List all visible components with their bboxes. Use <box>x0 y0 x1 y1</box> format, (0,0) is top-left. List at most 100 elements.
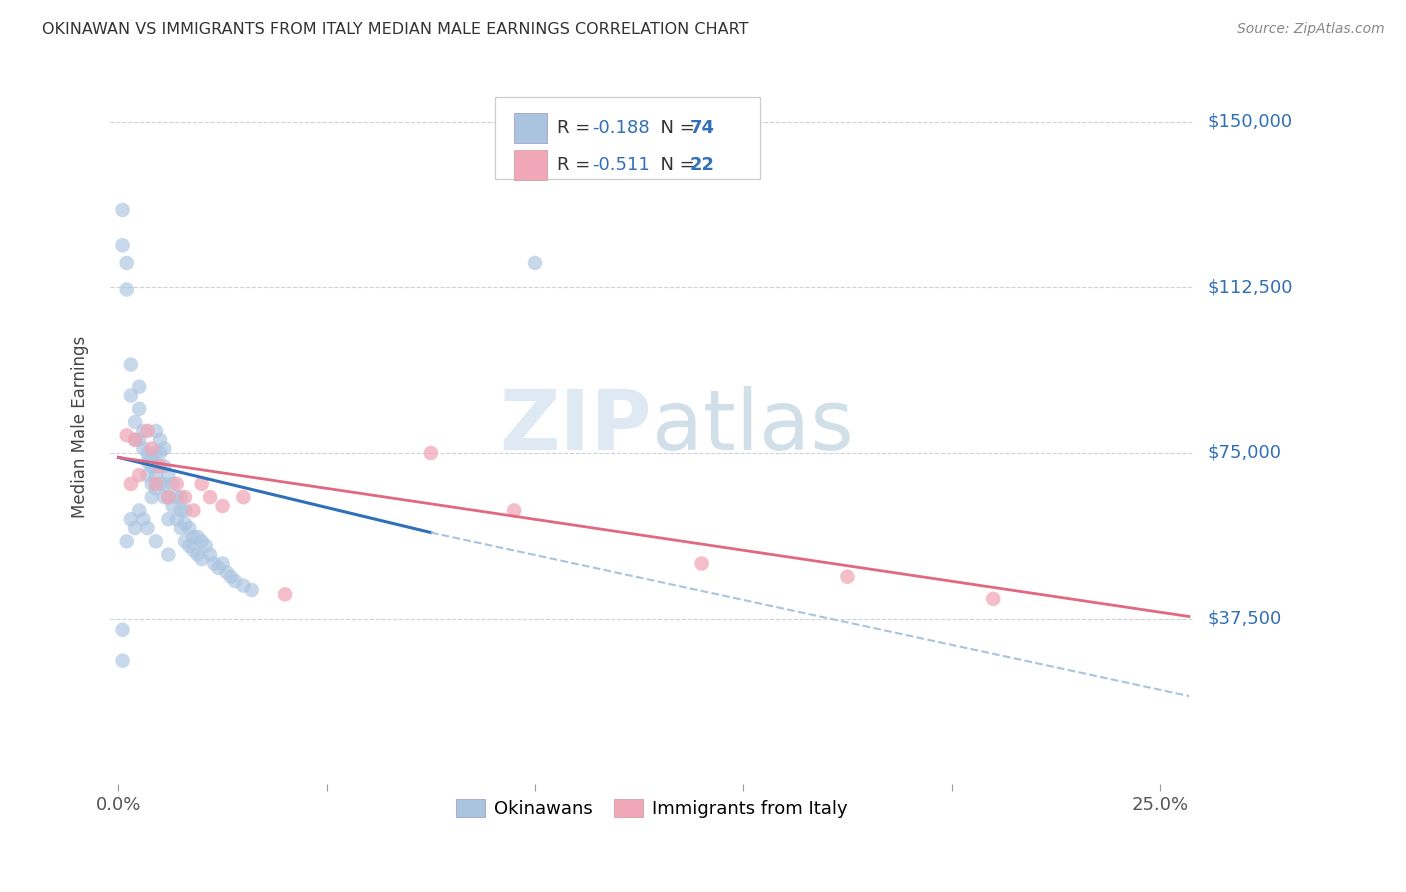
Point <box>145 481 167 495</box>
Point <box>166 477 188 491</box>
Point <box>128 433 150 447</box>
Point <box>149 433 172 447</box>
Point <box>115 256 138 270</box>
Text: 22: 22 <box>689 156 714 174</box>
Point <box>162 477 184 491</box>
Point <box>132 512 155 526</box>
Point <box>174 503 197 517</box>
Point <box>179 521 201 535</box>
Point <box>503 503 526 517</box>
Point <box>211 557 233 571</box>
Point <box>202 557 225 571</box>
Point <box>194 539 217 553</box>
Point <box>115 283 138 297</box>
Point <box>207 561 229 575</box>
Point <box>132 442 155 456</box>
Point <box>136 446 159 460</box>
Point <box>187 548 209 562</box>
Point <box>157 548 180 562</box>
Point <box>179 539 201 553</box>
Point <box>174 534 197 549</box>
Point <box>120 512 142 526</box>
Point <box>198 548 221 562</box>
Text: $150,000: $150,000 <box>1208 112 1292 130</box>
Point <box>141 442 163 456</box>
Point <box>157 490 180 504</box>
Point <box>132 424 155 438</box>
Text: R =: R = <box>557 156 596 174</box>
FancyBboxPatch shape <box>495 97 761 179</box>
Point <box>190 552 212 566</box>
Point <box>274 587 297 601</box>
Point <box>162 499 184 513</box>
Point <box>136 424 159 438</box>
Point <box>145 459 167 474</box>
Text: atlas: atlas <box>651 386 853 467</box>
Point <box>198 490 221 504</box>
Point <box>115 534 138 549</box>
Point <box>111 654 134 668</box>
Point <box>170 503 193 517</box>
Point <box>128 401 150 416</box>
Point <box>141 450 163 465</box>
Point <box>190 534 212 549</box>
Text: $112,500: $112,500 <box>1208 278 1292 296</box>
Point <box>153 477 176 491</box>
Point <box>149 446 172 460</box>
Point <box>120 477 142 491</box>
Point <box>981 591 1004 606</box>
Point <box>153 442 176 456</box>
Point <box>136 468 159 483</box>
Point <box>166 512 188 526</box>
Text: OKINAWAN VS IMMIGRANTS FROM ITALY MEDIAN MALE EARNINGS CORRELATION CHART: OKINAWAN VS IMMIGRANTS FROM ITALY MEDIAN… <box>42 22 748 37</box>
Point <box>136 455 159 469</box>
Point <box>124 415 146 429</box>
Point <box>141 459 163 474</box>
Point <box>166 490 188 504</box>
Point <box>141 490 163 504</box>
Point <box>170 521 193 535</box>
Point <box>157 512 180 526</box>
Text: Source: ZipAtlas.com: Source: ZipAtlas.com <box>1237 22 1385 37</box>
Point <box>120 358 142 372</box>
Point <box>157 468 180 483</box>
Point <box>174 490 197 504</box>
Point <box>111 623 134 637</box>
Point <box>240 582 263 597</box>
Text: $75,000: $75,000 <box>1208 444 1281 462</box>
Point <box>124 433 146 447</box>
Point <box>141 477 163 491</box>
Text: R =: R = <box>557 120 596 137</box>
Legend: Okinawans, Immigrants from Italy: Okinawans, Immigrants from Italy <box>449 792 855 825</box>
FancyBboxPatch shape <box>515 113 547 144</box>
Point <box>837 570 859 584</box>
Text: ZIP: ZIP <box>499 386 651 467</box>
Point <box>149 477 172 491</box>
Point <box>145 468 167 483</box>
Point <box>157 490 180 504</box>
Point <box>128 468 150 483</box>
Text: -0.511: -0.511 <box>592 156 650 174</box>
Point <box>524 256 547 270</box>
Point <box>183 543 205 558</box>
Point <box>128 503 150 517</box>
Point <box>145 534 167 549</box>
Point <box>690 557 713 571</box>
Point <box>170 490 193 504</box>
Point <box>111 202 134 217</box>
Point <box>145 424 167 438</box>
Y-axis label: Median Male Earnings: Median Male Earnings <box>72 335 89 517</box>
Point <box>136 521 159 535</box>
FancyBboxPatch shape <box>515 150 547 179</box>
Point <box>232 578 254 592</box>
Text: N =: N = <box>650 120 702 137</box>
Point <box>149 459 172 474</box>
Point <box>224 574 246 589</box>
Text: -0.188: -0.188 <box>592 120 650 137</box>
Point <box>419 446 441 460</box>
Point <box>111 238 134 252</box>
Point <box>174 516 197 531</box>
Point <box>183 503 205 517</box>
Point <box>124 433 146 447</box>
Point <box>232 490 254 504</box>
